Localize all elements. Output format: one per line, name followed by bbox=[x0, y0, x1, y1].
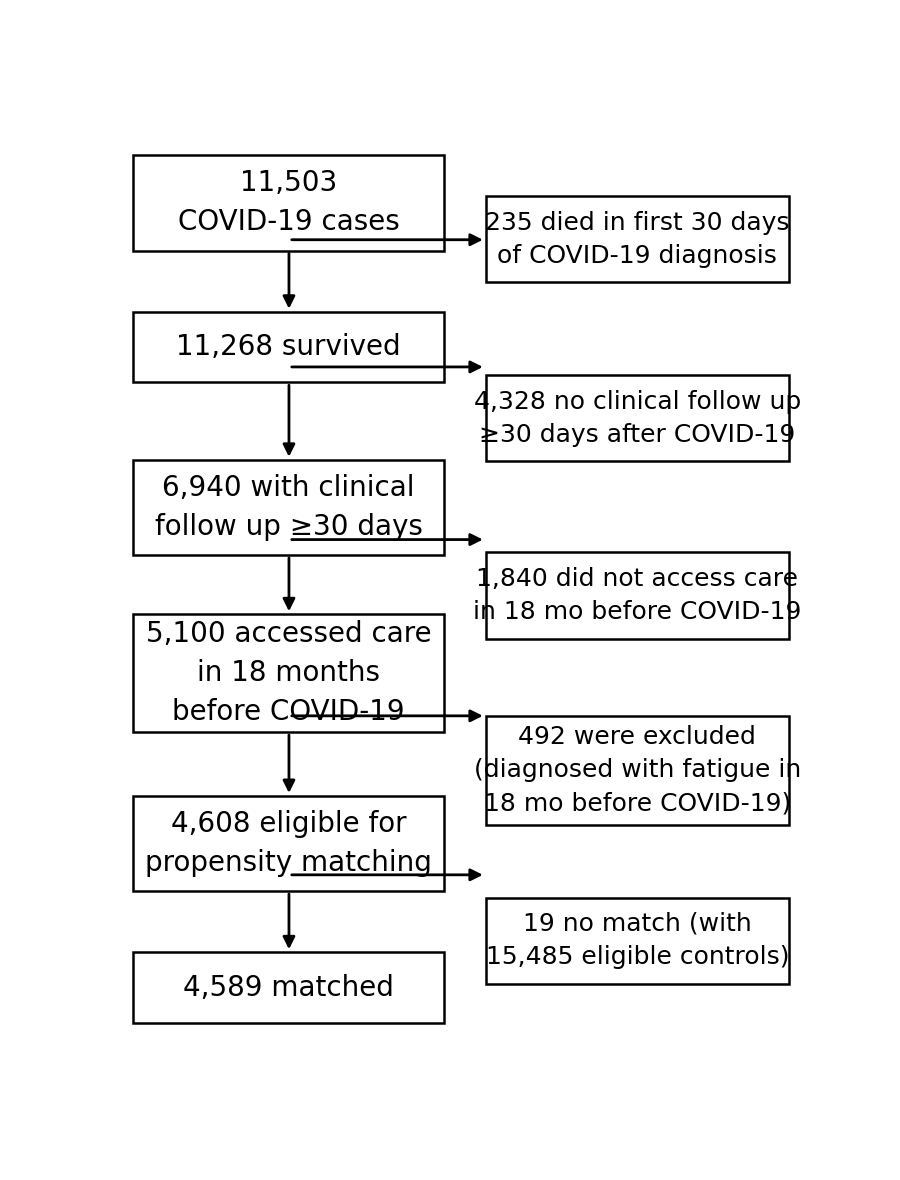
FancyBboxPatch shape bbox=[133, 312, 444, 382]
Text: 235 died in first 30 days
of COVID-19 diagnosis: 235 died in first 30 days of COVID-19 di… bbox=[485, 210, 789, 268]
Text: 4,589 matched: 4,589 matched bbox=[184, 974, 394, 1002]
Text: 4,328 no clinical follow up
≥30 days after COVID-19: 4,328 no clinical follow up ≥30 days aft… bbox=[473, 389, 801, 447]
Text: 4,608 eligible for
propensity matching: 4,608 eligible for propensity matching bbox=[145, 809, 432, 877]
FancyBboxPatch shape bbox=[133, 459, 444, 555]
FancyBboxPatch shape bbox=[486, 716, 789, 825]
Text: 5,100 accessed care
in 18 months
before COVID-19: 5,100 accessed care in 18 months before … bbox=[146, 621, 431, 726]
Text: 11,503
COVID-19 cases: 11,503 COVID-19 cases bbox=[177, 170, 400, 236]
FancyBboxPatch shape bbox=[486, 552, 789, 638]
FancyBboxPatch shape bbox=[133, 156, 444, 250]
Text: 6,940 with clinical
follow up ≥30 days: 6,940 with clinical follow up ≥30 days bbox=[155, 474, 423, 540]
Text: 1,840 did not access care
in 18 mo before COVID-19: 1,840 did not access care in 18 mo befor… bbox=[473, 566, 802, 624]
FancyBboxPatch shape bbox=[486, 898, 789, 984]
Text: 19 no match (with
15,485 eligible controls): 19 no match (with 15,485 eligible contro… bbox=[486, 912, 789, 970]
FancyBboxPatch shape bbox=[133, 614, 444, 732]
Text: 492 were excluded
(diagnosed with fatigue in
18 mo before COVID-19): 492 were excluded (diagnosed with fatigu… bbox=[473, 725, 801, 815]
FancyBboxPatch shape bbox=[486, 196, 789, 282]
Text: 11,268 survived: 11,268 survived bbox=[176, 333, 400, 361]
FancyBboxPatch shape bbox=[133, 795, 444, 891]
FancyBboxPatch shape bbox=[486, 375, 789, 461]
FancyBboxPatch shape bbox=[133, 952, 444, 1023]
